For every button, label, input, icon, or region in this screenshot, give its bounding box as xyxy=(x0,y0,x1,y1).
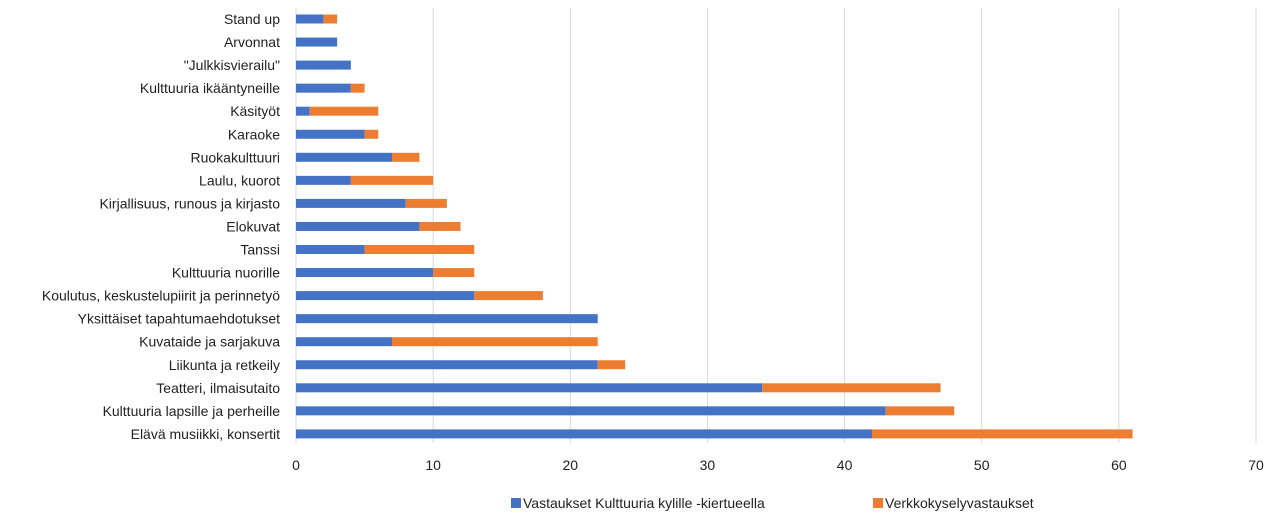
category-label: Teatteri, ilmaisutaito xyxy=(156,380,280,396)
grid-layer xyxy=(295,8,1257,443)
x-tick-label: 50 xyxy=(974,457,990,473)
bar-segment-series-1 xyxy=(296,152,392,162)
bar-segment-series-1 xyxy=(296,383,763,393)
x-tick-label: 20 xyxy=(562,457,578,473)
bar-segment-series-1 xyxy=(296,245,365,254)
bar-segment-series-1 xyxy=(296,14,324,24)
category-label: Liikunta ja retkeily xyxy=(169,357,280,373)
category-label: Yksittäiset tapahtumaehdotukset xyxy=(78,311,280,327)
x-tick-label: 60 xyxy=(1111,457,1127,473)
category-label: Karaoke xyxy=(228,126,280,142)
bar-segment-series-2 xyxy=(405,198,447,208)
category-label: Stand up xyxy=(224,11,280,27)
bar-segment-series-2 xyxy=(364,129,379,139)
bar-segment-series-1 xyxy=(296,60,351,70)
bar-segment-series-2 xyxy=(392,152,420,162)
x-tick-label: 30 xyxy=(700,457,716,473)
bar-segment-series-2 xyxy=(597,360,626,370)
category-label: Kulttuuria nuorille xyxy=(172,265,280,281)
bar-segment-series-1 xyxy=(296,198,406,208)
bar-segment-series-2 xyxy=(309,106,379,116)
category-label: Käsityöt xyxy=(230,103,280,119)
bar-layer xyxy=(296,14,1133,439)
x-tick-label: 40 xyxy=(837,457,853,473)
category-labels: Stand up Arvonnat "Julkkisvierailu" Kulttuu… xyxy=(42,11,280,442)
bar-segment-series-1 xyxy=(296,221,420,231)
bar-segment-series-1 xyxy=(296,268,434,278)
bar-segment-series-2 xyxy=(392,337,598,347)
bar-segment-series-2 xyxy=(364,245,475,254)
category-label: Arvonnat xyxy=(224,34,280,50)
x-tick-label: 0 xyxy=(292,457,300,473)
bar-segment-series-2 xyxy=(872,429,1133,439)
category-label: Kulttuuria ikääntyneille xyxy=(140,80,280,96)
bar-segment-series-2 xyxy=(350,175,434,185)
category-label: Kuvataide ja sarjakuva xyxy=(139,334,280,350)
legend: Vastaukset Kulttuuria kylille -kiertueel… xyxy=(511,495,1034,511)
bar-segment-series-2 xyxy=(419,221,461,231)
bar-segment-series-1 xyxy=(296,314,598,324)
category-label: Kulttuuria lapsille ja perheille xyxy=(103,403,281,419)
bar-segment-series-1 xyxy=(296,337,392,347)
bar-segment-series-1 xyxy=(296,175,351,185)
legend-label-series-2: Verkkokyselyvastaukset xyxy=(885,495,1034,511)
category-label: Ruokakulttuuri xyxy=(191,149,281,165)
category-label: Elokuvat xyxy=(226,218,280,234)
bar-segment-series-2 xyxy=(474,291,543,301)
bar-segment-series-1 xyxy=(296,83,351,93)
x-tick-labels: 0 10 20 30 40 50 60 70 xyxy=(292,457,1264,473)
bar-segment-series-1 xyxy=(296,406,886,416)
x-tick-label: 70 xyxy=(1248,457,1264,473)
category-label: Laulu, kuorot xyxy=(199,172,280,188)
bar-segment-series-1 xyxy=(296,291,475,301)
bar-segment-series-2 xyxy=(350,83,365,93)
legend-swatch-series-2 xyxy=(873,498,883,508)
x-tick-label: 10 xyxy=(425,457,441,473)
legend-swatch-series-1 xyxy=(511,498,521,508)
category-label: Tanssi xyxy=(240,242,280,258)
bar-segment-series-1 xyxy=(296,129,365,139)
category-label: Elävä musiikki, konsertit xyxy=(131,426,280,442)
bar-segment-series-1 xyxy=(296,106,310,116)
legend-label-series-1: Vastaukset Kulttuuria kylille -kiertueel… xyxy=(523,495,765,511)
category-label: "Julkkisvierailu" xyxy=(184,57,280,73)
bar-segment-series-1 xyxy=(296,37,338,47)
bar-segment-series-1 xyxy=(296,429,872,439)
category-label: Kirjallisuus, runous ja kirjasto xyxy=(99,195,280,211)
bar-segment-series-2 xyxy=(433,268,475,278)
category-label: Koulutus, keskustelupiirit ja perinnetyö xyxy=(42,288,280,304)
bar-segment-series-2 xyxy=(885,406,955,416)
bar-segment-series-1 xyxy=(296,360,598,370)
bar-segment-series-2 xyxy=(323,14,338,24)
bar-segment-series-2 xyxy=(762,383,941,393)
